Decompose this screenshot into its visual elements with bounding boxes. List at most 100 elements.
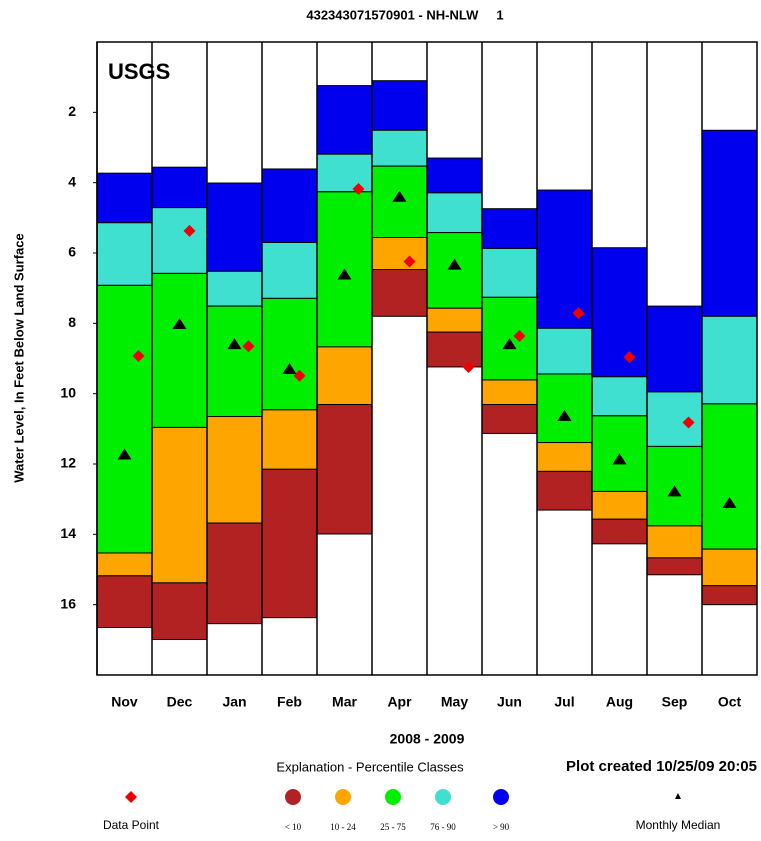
percentile-segment xyxy=(206,182,263,272)
y-tick-label: 12 xyxy=(60,455,76,471)
median-marker xyxy=(227,338,242,350)
percentile-segment xyxy=(426,232,483,309)
y-tick-label: 10 xyxy=(60,384,76,400)
percentile-segment xyxy=(701,403,758,550)
data-point xyxy=(572,307,585,320)
percentile-segment xyxy=(371,269,428,317)
percentile-segment xyxy=(206,305,263,418)
percentile-segment xyxy=(481,208,538,249)
percentile-segment xyxy=(426,331,483,368)
legend-label: 76 - 90 xyxy=(430,822,456,832)
percentile-segment xyxy=(206,416,263,524)
legend-label: > 90 xyxy=(493,822,510,832)
x-tick-label: Jun xyxy=(497,694,522,710)
x-tick-label: Aug xyxy=(606,694,633,710)
percentile-segment xyxy=(261,297,318,411)
x-axis-label: 2008 - 2009 xyxy=(390,731,465,747)
plot-frame xyxy=(96,41,758,676)
percentile-segment xyxy=(646,391,703,447)
percentile-segment xyxy=(646,525,703,559)
percentile-segment xyxy=(96,284,153,554)
median-marker xyxy=(447,258,462,270)
legend-label: Data Point xyxy=(103,818,160,832)
percentile-segment xyxy=(646,305,703,393)
percentile-segment xyxy=(591,518,648,545)
percentile-segment xyxy=(96,172,153,224)
percentile-segment xyxy=(591,376,648,417)
x-tick-label: Jan xyxy=(222,694,246,710)
percentile-segment xyxy=(426,192,483,234)
data-point xyxy=(242,340,255,353)
y-tick-label: 6 xyxy=(68,244,76,260)
percentile-segment xyxy=(151,207,208,274)
data-point xyxy=(682,416,695,429)
percentile-segment xyxy=(536,189,593,329)
percentile-segment xyxy=(96,552,153,577)
percentile-segment xyxy=(481,404,538,434)
y-tick-label: 8 xyxy=(68,314,76,330)
data-point xyxy=(403,255,416,268)
y-tick-label: 4 xyxy=(68,173,76,189)
percentile-segment xyxy=(261,241,318,299)
x-tick-label: Feb xyxy=(277,694,302,710)
percentile-segment xyxy=(261,168,318,243)
percentile-segment xyxy=(151,166,208,209)
legend-label: Monthly Median xyxy=(636,818,721,832)
x-tick-label: Mar xyxy=(332,694,357,710)
data-point xyxy=(132,350,145,363)
legend-marker xyxy=(675,793,681,799)
legend-label: 10 - 24 xyxy=(330,822,356,832)
legend-swatch xyxy=(285,789,301,805)
percentile-segment xyxy=(316,153,373,193)
percentile-segment xyxy=(481,379,538,406)
percentile-segment xyxy=(151,582,208,640)
percentile-segment xyxy=(426,157,483,194)
percentile-segment xyxy=(316,404,373,535)
legend-swatch xyxy=(335,789,351,805)
legend-label: 25 - 75 xyxy=(380,822,406,832)
percentile-segment xyxy=(151,272,208,428)
percentile-segment xyxy=(151,426,208,584)
percentile-segment xyxy=(701,129,758,317)
data-point xyxy=(513,329,526,342)
data-point xyxy=(623,351,636,364)
percentile-segment xyxy=(536,327,593,375)
percentile-segment xyxy=(206,522,263,625)
percentile-segment xyxy=(371,129,428,167)
plot-note: Plot created 10/25/09 20:05 xyxy=(566,758,757,775)
median-marker xyxy=(172,318,187,330)
data-point xyxy=(293,369,306,382)
y-tick-label: 16 xyxy=(60,595,76,611)
x-tick-label: Apr xyxy=(387,694,412,710)
usgs-logo: USGS xyxy=(108,59,170,84)
percentile-segment xyxy=(371,237,428,271)
median-marker xyxy=(667,485,682,497)
median-marker xyxy=(557,409,572,421)
percentile-segment xyxy=(701,585,758,606)
median-marker xyxy=(502,338,517,350)
median-marker xyxy=(337,268,352,280)
percentile-segment xyxy=(536,442,593,472)
y-tick-label: 14 xyxy=(60,525,76,541)
percentile-segment xyxy=(261,468,318,619)
explanation: Explanation - Percentile Classes xyxy=(276,759,464,774)
x-tick-label: Jul xyxy=(554,694,574,710)
percentile-segment xyxy=(426,307,483,333)
chart-title: 432343071570901 - NH-NLW 1 xyxy=(306,7,503,22)
legend-swatch xyxy=(435,789,451,805)
median-marker xyxy=(612,453,627,465)
percentile-segment xyxy=(591,490,648,520)
median-marker xyxy=(392,190,407,202)
median-marker xyxy=(722,497,737,509)
x-tick-label: Sep xyxy=(662,694,688,710)
percentile-segment xyxy=(536,373,593,444)
percentile-segment xyxy=(481,247,538,298)
legend-swatch xyxy=(493,789,509,805)
x-tick-label: May xyxy=(441,694,468,710)
percentile-segment xyxy=(206,270,263,307)
data-point xyxy=(462,360,475,373)
percentile-segment xyxy=(371,165,428,239)
legend-label: < 10 xyxy=(285,822,302,832)
legend-marker xyxy=(125,791,137,803)
